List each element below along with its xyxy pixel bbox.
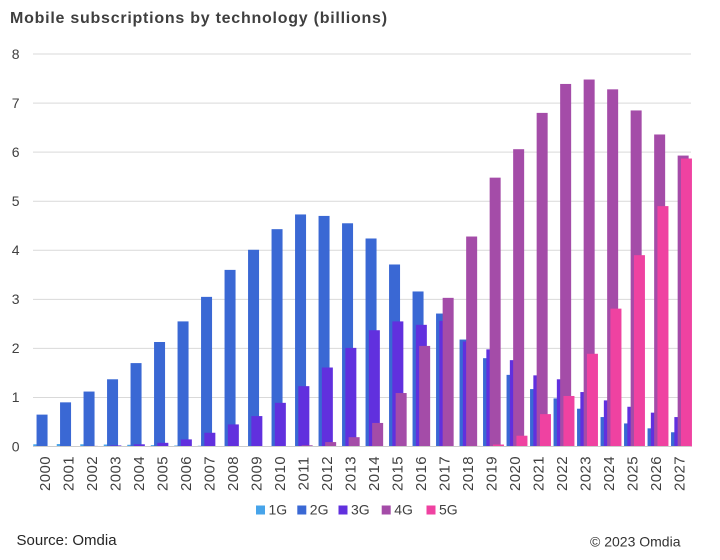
svg-text:2012: 2012 — [319, 456, 336, 491]
svg-text:5G: 5G — [439, 502, 458, 518]
svg-text:2027: 2027 — [672, 456, 689, 491]
svg-text:2003: 2003 — [108, 456, 125, 491]
svg-text:2011: 2011 — [296, 457, 313, 491]
svg-text:2025: 2025 — [625, 456, 642, 491]
svg-text:2026: 2026 — [648, 456, 665, 491]
svg-text:2008: 2008 — [225, 456, 242, 491]
svg-text:2013: 2013 — [343, 456, 360, 491]
svg-text:2015: 2015 — [390, 456, 407, 491]
svg-text:2009: 2009 — [249, 456, 266, 491]
svg-text:4G: 4G — [394, 502, 413, 518]
svg-text:2005: 2005 — [155, 456, 172, 491]
svg-text:2006: 2006 — [178, 456, 195, 491]
svg-text:3: 3 — [12, 291, 20, 307]
svg-text:3G: 3G — [351, 502, 370, 518]
svg-text:5: 5 — [12, 193, 20, 209]
svg-text:2004: 2004 — [131, 456, 148, 491]
svg-text:2016: 2016 — [413, 456, 430, 491]
svg-text:2024: 2024 — [601, 456, 618, 491]
svg-text:© 2023 Omdia: © 2023 Omdia — [590, 534, 681, 550]
svg-text:2019: 2019 — [484, 456, 501, 491]
svg-text:2021: 2021 — [531, 456, 548, 491]
svg-text:2017: 2017 — [437, 456, 454, 491]
svg-text:7: 7 — [12, 95, 20, 111]
svg-text:6: 6 — [12, 144, 20, 160]
svg-text:0: 0 — [12, 438, 20, 454]
svg-text:2001: 2001 — [61, 456, 78, 491]
svg-text:2002: 2002 — [84, 456, 101, 491]
svg-text:2G: 2G — [310, 502, 329, 518]
svg-text:1G: 1G — [269, 502, 288, 518]
svg-text:2010: 2010 — [272, 456, 289, 491]
svg-text:2000: 2000 — [37, 456, 54, 491]
svg-text:2018: 2018 — [460, 456, 477, 491]
svg-text:2022: 2022 — [554, 456, 571, 491]
svg-text:4: 4 — [12, 242, 20, 258]
svg-text:2020: 2020 — [507, 456, 524, 491]
svg-text:2: 2 — [12, 340, 20, 356]
svg-text:2023: 2023 — [578, 456, 595, 491]
svg-text:2007: 2007 — [202, 456, 219, 491]
svg-text:1: 1 — [12, 389, 20, 405]
svg-text:Source: Omdia: Source: Omdia — [17, 532, 118, 549]
svg-text:2014: 2014 — [366, 456, 383, 491]
svg-text:Mobile subscriptions by techno: Mobile subscriptions by technology (bill… — [10, 10, 388, 27]
svg-text:8: 8 — [12, 46, 20, 62]
